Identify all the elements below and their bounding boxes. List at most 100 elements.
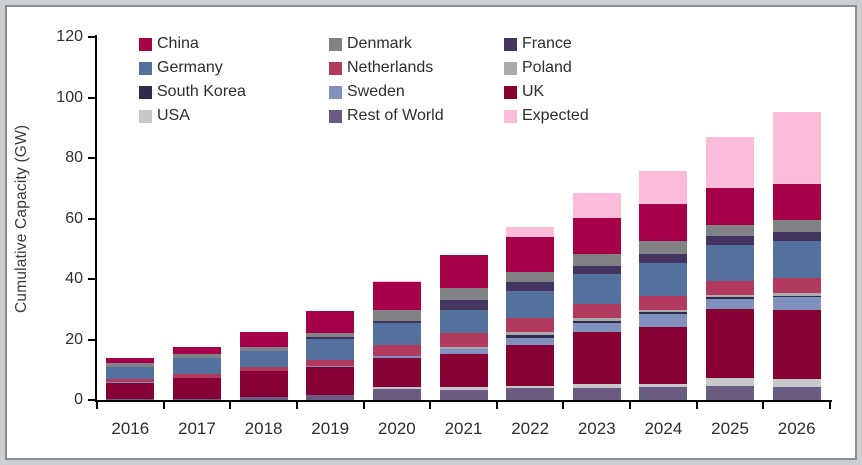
- bar-segment-sweden: [772, 297, 821, 310]
- y-tick-mark: [88, 36, 95, 38]
- legend-swatch-icon: [504, 61, 517, 75]
- bar-segment-netherlands: [172, 374, 221, 378]
- bar-segment-south-korea: [772, 295, 821, 298]
- bar-segment-netherlands: [706, 280, 755, 296]
- y-tick-mark: [88, 338, 95, 341]
- legend-swatch-icon: [329, 37, 342, 51]
- x-tick-mark: [229, 402, 232, 409]
- bar-segment-poland: [506, 332, 555, 335]
- bar-segment-china: [706, 188, 755, 225]
- legend-item-expected: Expected: [504, 107, 664, 125]
- legend: China Denmark France Germany Netherlands Pola…: [139, 35, 664, 125]
- x-tick-mark: [162, 402, 165, 409]
- bar-segment-expected: [639, 171, 688, 205]
- y-tick-mark: [88, 278, 95, 280]
- legend-label: Germany: [157, 59, 223, 76]
- bar-segment-uk: [572, 332, 621, 385]
- bar-segment-germany: [439, 309, 488, 333]
- bar-segment-sweden: [506, 337, 555, 345]
- y-tick-label: 60: [65, 209, 83, 227]
- bar-segment-usa: [706, 378, 755, 386]
- bar-segment-netherlands: [772, 277, 821, 293]
- bar-segment-sweden: [372, 356, 421, 358]
- legend-label: Denmark: [347, 35, 412, 52]
- bar-2018: [239, 331, 288, 400]
- bar-segment-rest-of-world: [306, 394, 355, 400]
- bar-segment-rest-of-world: [439, 390, 488, 400]
- bar-segment-usa: [506, 385, 555, 389]
- bar-segment-uk: [772, 309, 821, 380]
- bar-segment-sweden: [239, 370, 288, 372]
- bar-segment-rest-of-world: [172, 398, 221, 400]
- x-axis-label-2016: 2016: [111, 419, 150, 438]
- legend-label: Poland: [522, 59, 572, 76]
- x-tick-mark: [562, 402, 565, 409]
- bar-segment-uk: [306, 367, 355, 395]
- bar-segment-denmark: [106, 362, 155, 367]
- x-axis-label-2020: 2020: [377, 419, 416, 438]
- bar-segment-sweden: [306, 366, 355, 368]
- bar-2023: [572, 193, 621, 400]
- bar-2022: [506, 226, 555, 400]
- bar-segment-poland: [572, 318, 621, 322]
- bar-segment-france: [372, 320, 421, 324]
- legend-swatch-icon: [329, 109, 342, 123]
- bar-segment-china: [439, 255, 488, 289]
- bar-2024: [639, 171, 688, 400]
- legend-label: China: [157, 35, 199, 52]
- bar-segment-china: [239, 331, 288, 348]
- legend-swatch-icon: [504, 37, 517, 51]
- y-tick-mark: [88, 399, 95, 401]
- bar-segment-rest-of-world: [572, 387, 621, 400]
- bar-segment-sweden: [572, 322, 621, 333]
- bar-segment-expected: [572, 193, 621, 218]
- bar-segment-south-korea: [639, 312, 688, 315]
- legend-item-uk: UK: [504, 83, 664, 101]
- bar-segment-denmark: [639, 240, 688, 255]
- y-tick-label: 40: [65, 270, 83, 287]
- legend-item-germany: Germany: [139, 59, 329, 77]
- bar-2020: [372, 280, 421, 400]
- x-axis-label-2024: 2024: [644, 419, 683, 438]
- y-tick-label: 80: [65, 149, 83, 166]
- bar-segment-uk: [239, 371, 288, 397]
- bar-segment-rest-of-world: [372, 389, 421, 400]
- bar-segment-netherlands: [439, 332, 488, 348]
- bar-segment-france: [706, 235, 755, 245]
- bar-segment-poland: [706, 295, 755, 298]
- bar-segment-germany: [506, 291, 555, 319]
- bar-segment-germany: [106, 366, 155, 380]
- bar-segment-china: [772, 184, 821, 221]
- bar-2017: [172, 347, 221, 400]
- bar-segment-denmark: [772, 220, 821, 233]
- bar-segment-rest-of-world: [239, 396, 288, 400]
- bar-segment-uk: [439, 354, 488, 388]
- bar-segment-france: [772, 232, 821, 242]
- bar-segment-china: [106, 358, 155, 363]
- x-axis-label-2023: 2023: [577, 419, 616, 438]
- legend-item-poland: Poland: [504, 59, 664, 77]
- bar-segment-usa: [572, 384, 621, 388]
- bar-segment-denmark: [506, 271, 555, 282]
- x-axis-label-2021: 2021: [444, 419, 483, 438]
- legend-label: Netherlands: [347, 59, 434, 76]
- bar-segment-denmark: [239, 347, 288, 352]
- legend-label: South Korea: [157, 83, 246, 100]
- bar-segment-uk: [639, 326, 688, 384]
- x-tick-mark: [429, 402, 432, 409]
- y-tick-label: 20: [65, 330, 83, 348]
- y-tick-label: 120: [56, 28, 83, 45]
- y-tick-mark: [88, 157, 95, 159]
- legend-item-netherlands: Netherlands: [329, 59, 504, 77]
- bar-segment-france: [572, 265, 621, 275]
- bar-segment-netherlands: [506, 318, 555, 333]
- x-tick-mark: [762, 402, 765, 409]
- plot-area: 0 20 40 60 80 100 120 2016 2017 2018 2019 2020 2021…: [56, 28, 832, 438]
- bar-segment-denmark: [439, 288, 488, 300]
- bar-segment-germany: [572, 274, 621, 305]
- bar-segment-expected: [372, 280, 421, 283]
- bar-segment-china: [372, 282, 421, 310]
- bar-segment-denmark: [306, 333, 355, 338]
- legend-swatch-icon: [139, 61, 152, 75]
- x-tick-mark: [362, 402, 365, 409]
